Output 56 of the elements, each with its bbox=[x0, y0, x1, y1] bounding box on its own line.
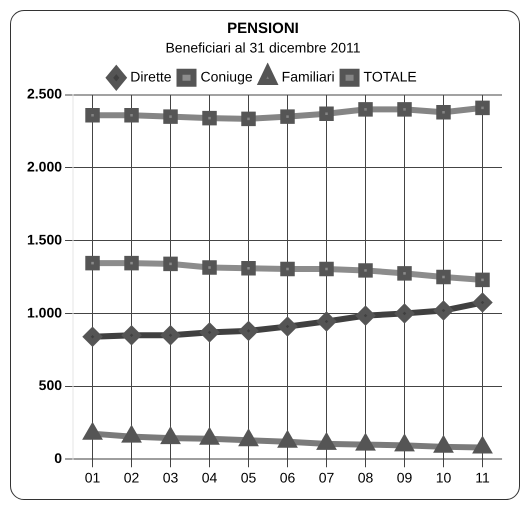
point bbox=[358, 263, 373, 278]
point bbox=[241, 261, 256, 276]
chart-title: PENSIONI bbox=[227, 20, 299, 38]
point bbox=[124, 108, 139, 122]
point bbox=[162, 326, 180, 344]
point bbox=[396, 304, 414, 322]
x-tick-label: 04 bbox=[202, 469, 218, 486]
legend-label: Coniuge bbox=[200, 68, 253, 85]
y-tick-label: 2.000 bbox=[26, 158, 62, 175]
point bbox=[397, 266, 412, 281]
point bbox=[436, 270, 451, 284]
x-tick-label: 02 bbox=[124, 469, 140, 486]
y-tick-label: 1.000 bbox=[26, 304, 62, 320]
point bbox=[122, 326, 141, 344]
legend-label: TOTALE bbox=[364, 68, 417, 85]
y-tick-label: 2.500 bbox=[26, 86, 62, 102]
point bbox=[318, 312, 336, 330]
x-tick-label: 06 bbox=[280, 469, 296, 486]
point bbox=[319, 106, 334, 121]
x-tick-label: 07 bbox=[318, 469, 335, 486]
legend-label: Dirette bbox=[130, 68, 172, 85]
point bbox=[85, 256, 100, 270]
point bbox=[436, 105, 451, 120]
point bbox=[124, 256, 139, 270]
point bbox=[85, 108, 100, 122]
point bbox=[434, 302, 453, 320]
y-tick-label: 1.500 bbox=[26, 231, 62, 248]
point bbox=[280, 109, 295, 124]
point bbox=[241, 112, 256, 126]
x-tick-label: 11 bbox=[475, 469, 490, 486]
x-tick-label: 09 bbox=[396, 469, 413, 486]
point bbox=[202, 110, 217, 126]
point bbox=[163, 109, 178, 124]
legend-label: Familiari bbox=[282, 68, 335, 85]
point bbox=[475, 272, 490, 288]
point bbox=[356, 306, 375, 325]
chart-subtitle: Beneficiari al 31 dicembre 2011 bbox=[165, 39, 361, 56]
point bbox=[240, 322, 258, 340]
x-tick-label: 03 bbox=[162, 469, 179, 486]
point bbox=[474, 294, 492, 312]
x-tick-label: 08 bbox=[358, 469, 374, 486]
point bbox=[200, 323, 219, 342]
point bbox=[397, 102, 412, 117]
point bbox=[319, 262, 334, 276]
y-tick-label: 0 bbox=[54, 450, 62, 466]
x-tick-label: 10 bbox=[436, 469, 452, 486]
point bbox=[202, 260, 217, 275]
point bbox=[475, 100, 490, 116]
x-tick-label: 05 bbox=[240, 469, 257, 486]
point bbox=[163, 256, 178, 272]
x-tick-label: 01 bbox=[84, 469, 101, 486]
point bbox=[278, 318, 297, 336]
point bbox=[358, 102, 373, 117]
point bbox=[280, 262, 295, 276]
point bbox=[84, 328, 102, 346]
y-tick-label: 500 bbox=[38, 377, 62, 394]
